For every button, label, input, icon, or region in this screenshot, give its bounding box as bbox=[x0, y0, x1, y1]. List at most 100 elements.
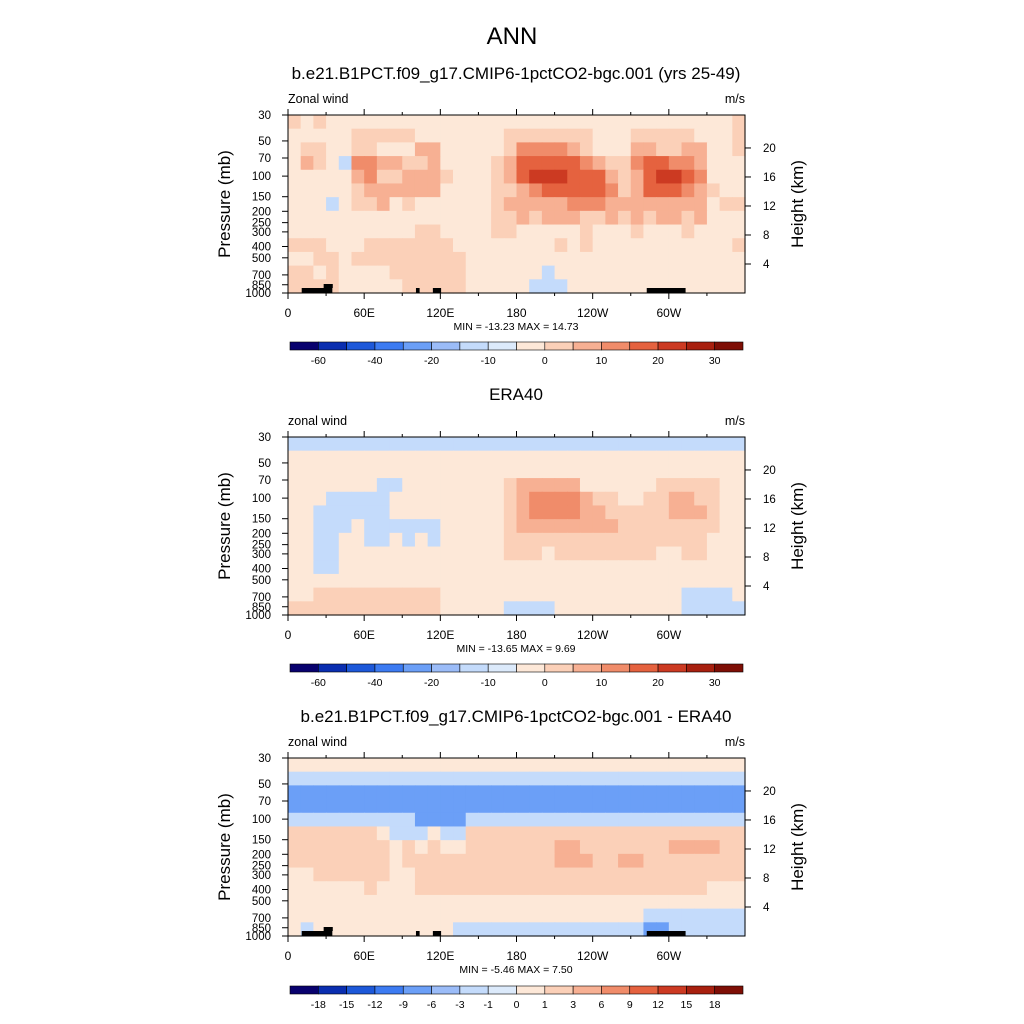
left-label: zonal wind bbox=[288, 735, 347, 749]
contour-cell bbox=[579, 587, 594, 602]
contour-cell bbox=[567, 224, 581, 239]
contour-cell bbox=[326, 156, 340, 171]
contour-cell bbox=[592, 573, 606, 589]
colorbar-label: -40 bbox=[367, 677, 382, 689]
contour-cell bbox=[491, 251, 505, 267]
contour-cell bbox=[491, 799, 505, 814]
contour-cell bbox=[643, 156, 657, 171]
contour-cell bbox=[288, 183, 302, 198]
contour-cell bbox=[630, 758, 645, 773]
contour-cell bbox=[389, 587, 403, 602]
contour-cell bbox=[440, 115, 454, 130]
contour-cell bbox=[541, 758, 556, 773]
contour-cell bbox=[529, 128, 543, 143]
contour-cell bbox=[592, 156, 606, 171]
contour-cell bbox=[414, 251, 429, 267]
y-tick-label: 150 bbox=[252, 835, 271, 847]
contour-cell bbox=[376, 279, 391, 294]
contour-cell bbox=[313, 840, 327, 855]
y-tick-label: 250 bbox=[252, 218, 271, 230]
contour-cell bbox=[376, 251, 391, 267]
contour-cell bbox=[719, 183, 733, 198]
contour-cell bbox=[491, 183, 505, 198]
contour-cell bbox=[516, 251, 530, 267]
contour-cell bbox=[681, 546, 695, 561]
contour-cell bbox=[288, 156, 302, 171]
contour-cell bbox=[579, 758, 594, 773]
contour-cell bbox=[440, 183, 454, 198]
y-tick-label: 700 bbox=[252, 913, 271, 925]
contour-cell bbox=[605, 532, 619, 548]
contour-cell bbox=[351, 826, 365, 841]
contour-cell bbox=[516, 224, 530, 239]
contour-cell bbox=[414, 826, 429, 841]
contour-cell bbox=[389, 279, 403, 294]
contour-cell bbox=[338, 156, 353, 171]
contour-cell bbox=[338, 799, 353, 814]
contour-cell bbox=[567, 799, 581, 814]
contour-cell bbox=[579, 224, 594, 239]
contour-cell bbox=[592, 922, 606, 937]
contour-cell bbox=[364, 881, 378, 896]
contour-cell bbox=[541, 532, 556, 548]
contour-cell bbox=[567, 560, 581, 575]
contour-cell bbox=[656, 251, 670, 267]
contour-cell bbox=[668, 437, 683, 452]
contour-cell bbox=[706, 560, 721, 575]
contour-cell bbox=[732, 799, 746, 814]
contour-cell bbox=[326, 183, 340, 198]
colorbar-swatch bbox=[346, 985, 376, 995]
contour-cell bbox=[453, 785, 467, 800]
contour-cell bbox=[668, 826, 683, 841]
contour-cell bbox=[300, 505, 314, 520]
contour-cell bbox=[503, 894, 518, 910]
contour-cell bbox=[478, 238, 492, 253]
contour-cell bbox=[465, 279, 480, 294]
contour-cell bbox=[300, 156, 314, 171]
colorbar-swatch bbox=[601, 985, 631, 995]
x-tick-label: 60W bbox=[656, 306, 681, 320]
contour-cell bbox=[605, 210, 619, 226]
contour-cell bbox=[491, 881, 505, 896]
contour-cell bbox=[706, 840, 721, 855]
contour-cell bbox=[465, 881, 480, 896]
y2-tick-label: 20 bbox=[763, 465, 776, 477]
contour-cell bbox=[326, 881, 340, 896]
contour-cell bbox=[440, 840, 454, 855]
y2-tick-label: 20 bbox=[763, 143, 776, 155]
contour-cell bbox=[364, 279, 378, 294]
contour-cell bbox=[389, 881, 403, 896]
contour-cell bbox=[326, 771, 340, 786]
contour-cell bbox=[618, 867, 632, 882]
colorbar-label: 0 bbox=[542, 355, 548, 367]
contour-cell bbox=[592, 437, 606, 452]
contour-cell bbox=[605, 546, 619, 561]
contour-cell bbox=[491, 826, 505, 841]
contour-cell bbox=[668, 532, 683, 548]
contour-cell bbox=[478, 142, 492, 157]
contour-cell bbox=[592, 464, 606, 479]
contour-cell bbox=[491, 771, 505, 786]
contour-cell bbox=[554, 908, 568, 923]
y2-tick-label: 4 bbox=[763, 581, 770, 593]
contour-cell bbox=[313, 826, 327, 841]
contour-cell bbox=[541, 279, 556, 294]
contour-cell bbox=[503, 251, 518, 267]
contour-cell bbox=[364, 840, 378, 855]
contour-cell bbox=[516, 840, 530, 855]
contour-cell bbox=[656, 478, 670, 493]
contour-cell bbox=[592, 785, 606, 800]
contour-cell bbox=[656, 210, 670, 226]
contour-cell bbox=[453, 560, 467, 575]
contour-cell bbox=[554, 238, 568, 253]
contour-cell bbox=[503, 546, 518, 561]
land-block bbox=[323, 284, 333, 288]
contour-cell bbox=[351, 224, 365, 239]
contour-cell bbox=[465, 450, 480, 465]
contour-cell bbox=[503, 505, 518, 520]
contour-cell bbox=[427, 128, 441, 143]
contour-cell bbox=[338, 758, 353, 773]
contour-cell bbox=[516, 867, 530, 882]
contour-cell bbox=[313, 881, 327, 896]
contour-cell bbox=[414, 519, 429, 534]
